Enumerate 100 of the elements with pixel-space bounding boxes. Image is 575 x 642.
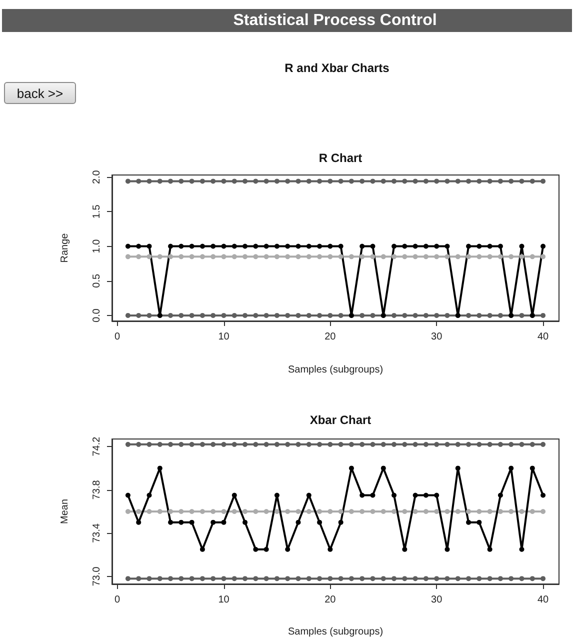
point xyxy=(476,312,482,318)
point xyxy=(508,254,514,260)
y-tick-label: 73.0 xyxy=(92,566,102,586)
point xyxy=(434,178,440,184)
point xyxy=(242,520,248,525)
point xyxy=(200,442,205,447)
point xyxy=(444,546,450,552)
y-tick-label: 1.0 xyxy=(92,238,102,254)
point xyxy=(178,312,184,318)
point xyxy=(338,254,344,260)
point xyxy=(157,442,162,447)
point xyxy=(125,254,130,260)
point xyxy=(168,509,174,514)
point xyxy=(168,178,174,184)
y-tick-label: 0.0 xyxy=(92,308,102,322)
back-button[interactable]: back >> xyxy=(4,82,76,104)
point xyxy=(487,178,492,184)
x-tick-label: 10 xyxy=(218,594,230,606)
point xyxy=(476,244,482,249)
point xyxy=(274,178,280,184)
point xyxy=(487,254,492,260)
point xyxy=(370,442,376,447)
point xyxy=(530,576,535,582)
point xyxy=(264,546,269,552)
point xyxy=(466,178,472,184)
point xyxy=(210,312,216,318)
point xyxy=(476,178,482,184)
point xyxy=(125,442,130,447)
point xyxy=(434,509,440,514)
point xyxy=(317,244,322,249)
point xyxy=(285,576,290,582)
chart-title: Xbar Chart xyxy=(310,413,372,427)
text: R and Xbar Charts xyxy=(284,61,390,75)
x-tick-label: 40 xyxy=(537,332,550,342)
point xyxy=(200,509,205,514)
point xyxy=(221,442,226,447)
point xyxy=(360,312,365,318)
point xyxy=(370,178,376,184)
y-axis-title: Mean xyxy=(60,498,70,524)
point xyxy=(285,178,290,184)
x-tick-label: 0 xyxy=(114,594,121,606)
point xyxy=(530,178,535,184)
point xyxy=(210,244,216,249)
point xyxy=(519,442,524,447)
point xyxy=(466,520,472,525)
point xyxy=(466,576,472,582)
point xyxy=(487,312,492,318)
x-axis-title: Samples (subgroups) xyxy=(288,626,384,638)
point xyxy=(380,442,386,447)
point xyxy=(306,244,312,249)
point xyxy=(380,178,386,184)
point xyxy=(125,576,130,582)
point xyxy=(306,178,312,184)
x-axis-title: Samples (subgroups) xyxy=(288,364,384,376)
point xyxy=(232,442,237,447)
point xyxy=(392,442,397,447)
point xyxy=(328,509,333,514)
point xyxy=(348,576,354,582)
point xyxy=(498,442,503,447)
point xyxy=(328,576,333,582)
point xyxy=(487,509,492,514)
point xyxy=(487,244,492,249)
point xyxy=(519,254,524,260)
point xyxy=(296,442,301,447)
point xyxy=(412,492,418,498)
point xyxy=(402,312,408,318)
point xyxy=(540,178,546,184)
point xyxy=(285,546,290,552)
point xyxy=(444,442,450,447)
point xyxy=(274,492,280,498)
point xyxy=(444,244,450,249)
point xyxy=(455,254,460,260)
point xyxy=(125,509,130,514)
point xyxy=(423,244,428,249)
point xyxy=(146,254,152,260)
point xyxy=(200,576,205,582)
point xyxy=(306,254,312,260)
point xyxy=(274,244,280,249)
point xyxy=(146,244,152,249)
point xyxy=(434,254,440,260)
point xyxy=(264,178,269,184)
point xyxy=(210,520,216,525)
point xyxy=(466,442,472,447)
point xyxy=(285,442,290,447)
point xyxy=(423,442,428,447)
point xyxy=(242,178,248,184)
point xyxy=(360,244,365,249)
point xyxy=(392,509,397,514)
point xyxy=(508,576,514,582)
point xyxy=(466,312,472,318)
point xyxy=(232,178,237,184)
point xyxy=(178,520,184,525)
y-tick-label: 1.5 xyxy=(92,204,102,219)
point xyxy=(264,509,269,514)
point xyxy=(540,244,546,249)
point xyxy=(519,312,524,318)
point xyxy=(296,244,301,249)
point xyxy=(146,312,152,318)
point xyxy=(125,492,130,498)
point xyxy=(136,312,142,318)
